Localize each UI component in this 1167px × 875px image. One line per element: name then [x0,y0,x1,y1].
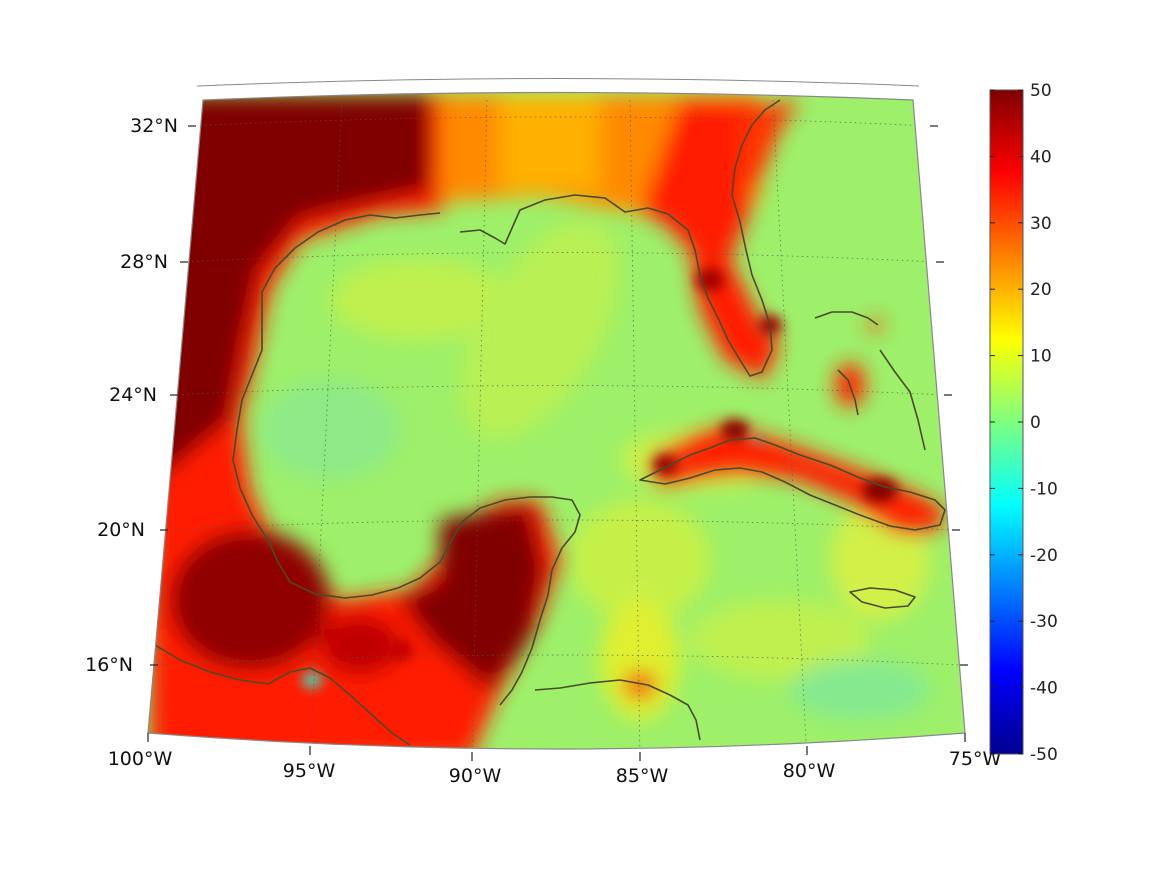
colorbar-tick-label: 50 [1030,81,1052,101]
lat-label: 20°N [97,519,145,541]
map-frame-outer-top [196,78,920,87]
colorbar-tick-label: -10 [1030,479,1058,499]
colorbar: 50 40 30 20 10 0 -10 -20 -30 -40 -50 [989,81,1058,765]
colorbar-tick-label: -20 [1030,546,1058,566]
colorbar-tick-label: -50 [1030,745,1058,765]
lat-label: 16°N [85,654,133,676]
map-tick-marks [147,125,968,761]
lon-label: 75°W [949,748,1002,770]
coastlines [154,99,946,746]
lon-label: 95°W [283,760,336,782]
lon-label: 90°W [449,765,502,787]
colorbar-tick-label: -40 [1030,679,1058,699]
colorbar-tick-label: 20 [1030,280,1052,300]
colorbar-tick-label: 0 [1030,413,1041,433]
colorbar-tick-label: 30 [1030,214,1052,234]
colorbar-gradient [989,89,1024,755]
graticule-grid [151,99,961,749]
lon-label: 100°W [108,748,173,770]
lon-label: 80°W [783,760,836,782]
longitude-labels: 100°W 95°W 90°W 85°W 80°W 75°W [108,748,1002,787]
latitude-labels: 32°N 28°N 24°N 20°N 16°N [85,115,178,676]
map-frame [147,91,966,750]
colorbar-tick-label: 10 [1030,347,1052,367]
lon-label: 85°W [616,765,669,787]
lat-label: 24°N [109,384,157,406]
heatmap-field [148,92,965,749]
lat-label: 32°N [130,115,178,137]
colorbar-tick-label: -30 [1030,612,1058,632]
lat-label: 28°N [120,251,168,273]
colorbar-tick-label: 40 [1030,147,1052,167]
